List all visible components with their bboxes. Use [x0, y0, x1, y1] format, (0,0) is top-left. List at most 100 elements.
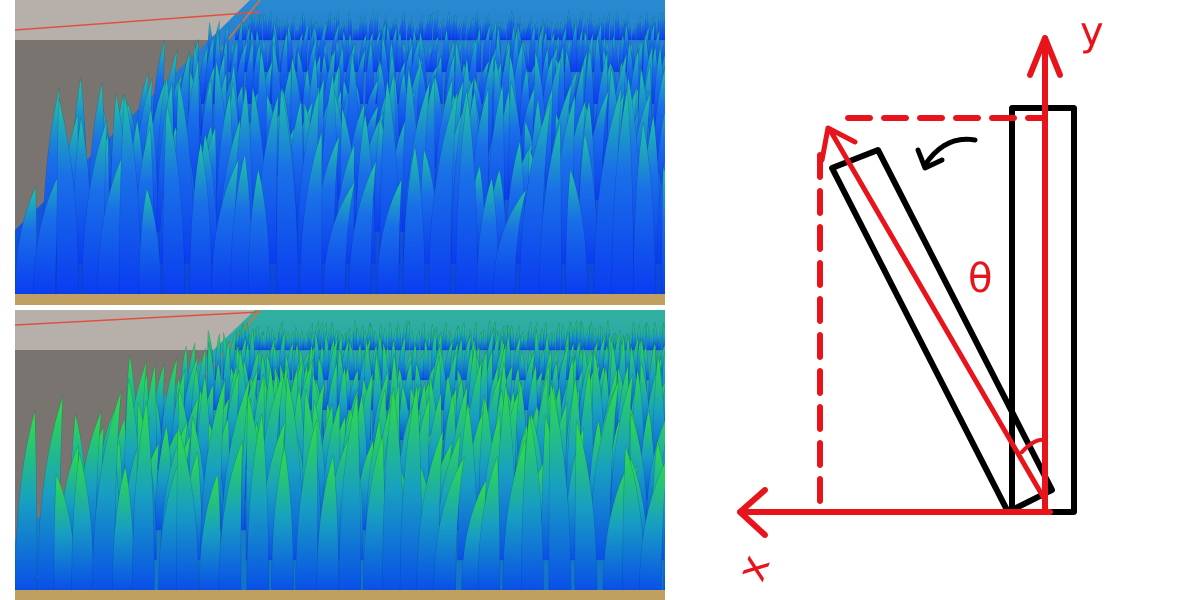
y-axis-label: y	[1080, 9, 1104, 55]
grass-blade	[492, 188, 527, 296]
grass-blade	[631, 23, 638, 41]
grass-blade	[276, 19, 281, 41]
grass-blade	[423, 339, 430, 381]
grass-blade	[580, 322, 586, 351]
grass-blade	[218, 440, 243, 591]
grass-blade	[582, 18, 588, 41]
arrowhead	[915, 147, 945, 171]
arrowhead	[1027, 35, 1063, 78]
grass-blade	[330, 17, 336, 41]
grass-blade	[631, 322, 637, 351]
grass-blade	[611, 88, 634, 296]
grass-blade	[666, 20, 672, 72]
grass-blade	[285, 330, 290, 351]
ground	[15, 590, 665, 600]
grass-blade	[670, 330, 676, 380]
angle-label: θ	[968, 256, 992, 302]
grass-blade	[587, 12, 592, 41]
grass-blade	[589, 378, 620, 561]
grass-blade	[501, 22, 508, 41]
grass-blade	[661, 11, 665, 41]
grass-blade	[15, 410, 38, 591]
arrowhead	[737, 487, 768, 538]
grass-blade	[271, 345, 279, 381]
grass-blade	[303, 330, 308, 351]
grass-blade	[560, 324, 565, 351]
grass-blade	[482, 329, 487, 351]
grass-blade	[299, 131, 323, 296]
grass-blade	[234, 39, 249, 105]
grass-blade	[469, 17, 474, 41]
grass-blade	[477, 331, 483, 351]
grass-blade	[138, 188, 162, 296]
grass-blade	[347, 11, 353, 41]
grass-blade	[322, 181, 356, 296]
grass-blade	[397, 323, 402, 351]
grass-blade	[455, 96, 479, 296]
grass-blade	[294, 23, 300, 41]
grass-blade	[433, 456, 465, 591]
grass-blade	[661, 166, 665, 296]
grass-blade	[611, 35, 619, 73]
grass-blade	[528, 24, 536, 73]
grass-blade	[617, 19, 624, 41]
grass-blade	[574, 419, 598, 591]
grass-blade	[348, 160, 377, 296]
grass-blade	[477, 455, 501, 591]
grass-blade	[295, 419, 318, 591]
grass-blade	[668, 366, 677, 410]
grass-blade	[669, 34, 678, 103]
x-axis-label: x	[728, 549, 779, 587]
grass-blade	[118, 94, 142, 296]
boundary	[15, 11, 261, 31]
grass-blade	[436, 21, 442, 41]
rotation-diagram	[737, 35, 1077, 538]
grass-blade	[555, 322, 561, 351]
grass-blade	[289, 16, 295, 41]
grass-blade	[636, 15, 642, 41]
grass-blade	[663, 525, 665, 591]
grass-blade	[300, 22, 309, 73]
grass-blade	[404, 320, 410, 351]
grass-blade	[409, 330, 415, 351]
grass-blade	[669, 19, 673, 40]
grass-blade	[373, 330, 379, 351]
grass-blade	[665, 11, 669, 40]
grass-blade	[509, 324, 515, 351]
grass-blade	[663, 129, 665, 168]
boundary	[15, 311, 261, 326]
grass-blade	[275, 87, 299, 296]
grass-blade	[521, 414, 544, 591]
grass-blade	[669, 359, 684, 500]
grass-blade	[359, 15, 364, 41]
grass-blade	[461, 15, 468, 41]
grass-blade	[397, 334, 407, 381]
grass-blade	[587, 321, 593, 351]
angle-arc	[1020, 437, 1047, 454]
grass-blade	[326, 11, 331, 41]
grass-blade	[664, 362, 665, 381]
grass-blade	[257, 14, 263, 41]
grass-blade	[667, 69, 678, 136]
grass-blade	[546, 21, 553, 41]
grass-blade	[641, 323, 647, 351]
grass-blade	[550, 330, 556, 351]
grass-blade	[429, 34, 440, 73]
grass-blade	[338, 393, 362, 591]
grass-blade	[539, 121, 562, 296]
grass-blade	[214, 333, 222, 381]
tilted-blade	[829, 147, 1055, 515]
grass-blade	[348, 341, 356, 381]
grass-blade	[527, 321, 532, 351]
grass-blade	[246, 413, 270, 591]
grass-blade	[668, 387, 685, 470]
grass-blade	[481, 17, 487, 41]
grass-blade	[131, 400, 155, 591]
grass-blade	[266, 326, 271, 351]
grass-blade	[383, 328, 388, 351]
ground	[15, 294, 665, 305]
grass-blade	[56, 97, 79, 296]
grass-blade	[271, 447, 294, 591]
